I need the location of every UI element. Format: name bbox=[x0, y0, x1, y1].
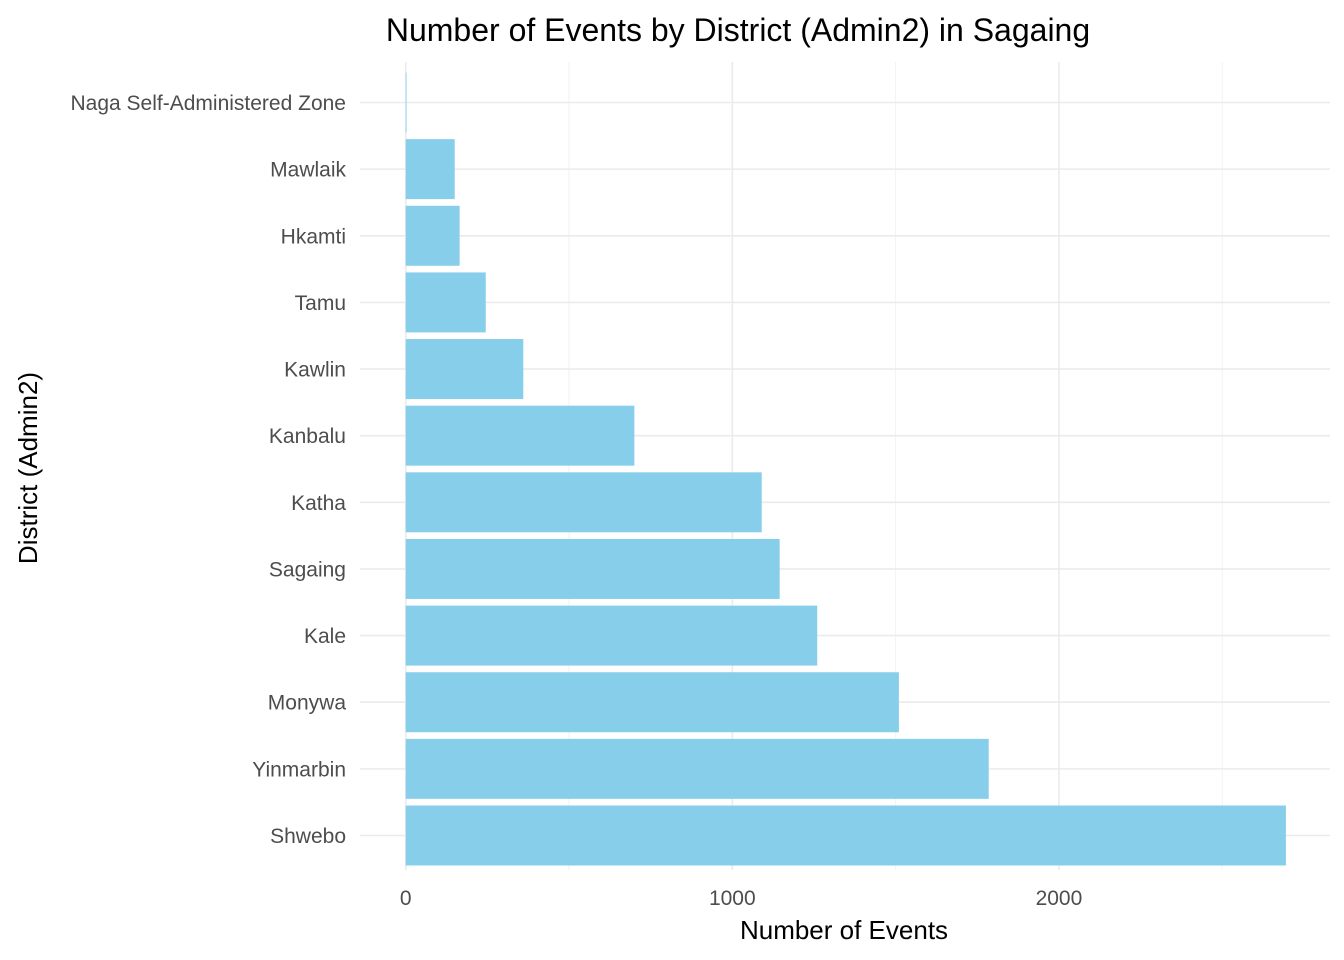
bar-naga-self-administered-zone bbox=[405, 72, 407, 133]
y-axis-tick-labels: Naga Self-Administered Zone Mawlaik Hkamti… bbox=[71, 92, 347, 848]
y-tick-label: Hkamti bbox=[281, 225, 346, 248]
y-tick-label: Monywa bbox=[268, 692, 347, 715]
y-tick-label: Kanbalu bbox=[269, 425, 346, 448]
y-tick-label: Naga Self-Administered Zone bbox=[71, 92, 346, 115]
y-tick-label: Yinmarbin bbox=[252, 758, 346, 781]
y-tick-label: Tamu bbox=[295, 292, 346, 315]
bar-mawlaik bbox=[405, 139, 455, 200]
y-tick-label: Mawlaik bbox=[270, 159, 346, 182]
chart-title: Number of Events by District (Admin2) in… bbox=[386, 12, 1090, 48]
bar-shwebo bbox=[405, 805, 1286, 866]
bar-kawlin bbox=[405, 339, 524, 400]
y-tick-label: Katha bbox=[291, 492, 346, 515]
bars bbox=[405, 72, 1286, 866]
bar-hkamti bbox=[405, 205, 460, 266]
bar-tamu bbox=[405, 272, 486, 333]
bar-kale bbox=[405, 605, 818, 666]
bar-monywa bbox=[405, 672, 899, 733]
y-tick-label: Shwebo bbox=[270, 825, 346, 848]
y-axis-title: District (Admin2) bbox=[13, 372, 43, 564]
x-axis-title: Number of Events bbox=[740, 915, 948, 945]
x-tick-label: 1000 bbox=[709, 887, 756, 910]
y-tick-label: Kawlin bbox=[284, 359, 346, 382]
x-tick-label: 2000 bbox=[1036, 887, 1083, 910]
bar-katha bbox=[405, 472, 762, 533]
x-tick-label: 0 bbox=[400, 887, 412, 910]
y-tick-label: Kale bbox=[304, 625, 346, 648]
x-axis-tick-labels: 0 1000 2000 bbox=[400, 887, 1082, 910]
bar-sagaing bbox=[405, 538, 780, 599]
bar-kanbalu bbox=[405, 405, 635, 466]
bar-yinmarbin bbox=[405, 738, 989, 799]
y-tick-label: Sagaing bbox=[269, 558, 346, 581]
